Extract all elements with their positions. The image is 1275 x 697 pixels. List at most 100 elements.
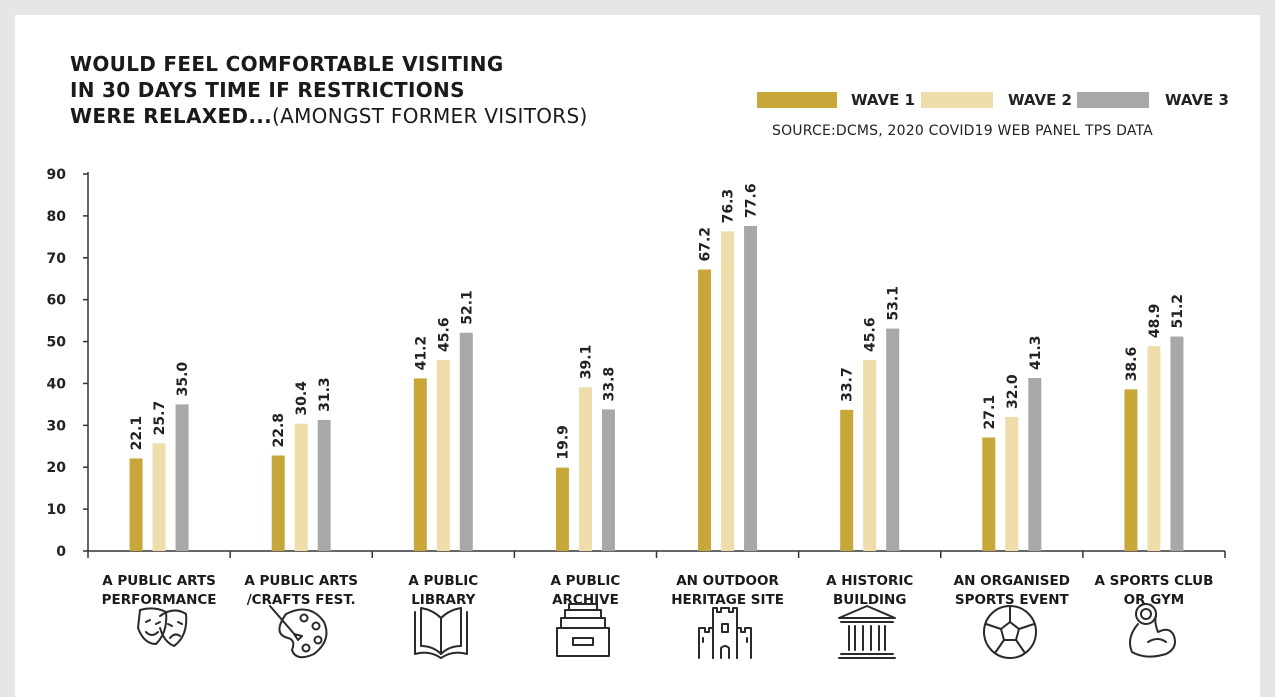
data-label: 22.8 [271, 413, 287, 448]
category-label: A PUBLIC [551, 573, 621, 589]
data-label: 27.1 [982, 395, 998, 430]
paint-palette-icon [269, 605, 328, 659]
data-label: 31.3 [317, 377, 333, 412]
y-tick-label: 0 [56, 544, 66, 560]
bar-wave2 [578, 387, 592, 551]
bar-chart: 0 10 20 30 40 50 60 70 80 90 22.1 25.7 35.0 A PUBLIC… [47, 167, 1226, 659]
title-line-3-light: (AMONGST FORMER VISITORS) [272, 104, 588, 128]
data-label: 45.6 [436, 317, 452, 352]
chart-title: WOULD FEEL COMFORTABLE VISITING IN 30 DA… [70, 51, 588, 129]
legend-label-wave2: WAVE 2 [1008, 91, 1072, 109]
bar-wave1 [1124, 389, 1138, 551]
category-label: LIBRARY [411, 592, 475, 608]
title-line-1: WOULD FEEL COMFORTABLE VISITING [70, 52, 504, 76]
bar-wave1 [129, 458, 143, 551]
bar-wave3 [1028, 377, 1042, 551]
data-label: 48.9 [1147, 304, 1163, 339]
bar-wave2 [436, 359, 450, 551]
bars-layer [129, 225, 1184, 552]
title-line-3: WERE RELAXED...(AMONGST FORMER VISITORS) [70, 103, 588, 129]
data-label: 33.8 [601, 367, 617, 402]
bar-wave3 [459, 332, 473, 551]
y-tick-label: 80 [47, 209, 67, 225]
category-label: AN ORGANISED [954, 573, 1070, 589]
legend-swatch-wave2 [921, 92, 993, 108]
bar-wave2 [721, 231, 735, 552]
castle-icon [698, 607, 752, 659]
data-label: 51.2 [1170, 294, 1186, 329]
bar-wave2 [1005, 416, 1019, 551]
data-label: 53.1 [886, 286, 902, 321]
category-label: A PUBLIC [408, 573, 478, 589]
y-tick-label: 20 [47, 460, 67, 476]
labels-layer: 22.1 25.7 35.0 A PUBLIC ARTS PERFORMANCE 22.8… [102, 183, 1214, 608]
football-icon [983, 605, 1037, 659]
y-tick-label: 90 [47, 167, 67, 183]
y-tick-label: 30 [47, 418, 67, 434]
category-label: OR GYM [1124, 592, 1185, 608]
bar-wave1 [840, 409, 854, 551]
bar-wave1 [413, 378, 427, 551]
legend-label-wave3: WAVE 3 [1165, 91, 1229, 109]
data-label: 22.1 [129, 416, 145, 451]
data-label: 30.4 [294, 381, 310, 416]
theatre-masks-icon [137, 607, 188, 647]
y-tick-label: 70 [47, 251, 67, 267]
data-label: 77.6 [744, 183, 760, 218]
infographic-card: WOULD FEEL COMFORTABLE VISITING IN 30 DA… [15, 15, 1260, 697]
data-label: 41.2 [413, 336, 429, 371]
bar-wave3 [175, 404, 189, 551]
title-line-3-bold: WERE RELAXED... [70, 104, 273, 128]
data-label: 76.3 [721, 189, 737, 224]
bar-wave3 [744, 225, 758, 552]
source-note: SOURCE:DCMS, 2020 COVID19 WEB PANEL TPS … [772, 123, 1153, 139]
data-label: 25.7 [152, 401, 168, 436]
data-label: 33.7 [840, 367, 856, 402]
data-label: 39.1 [578, 345, 594, 380]
bar-wave3 [886, 328, 900, 551]
category-label: A PUBLIC ARTS [102, 573, 216, 589]
category-label: AN OUTDOOR [676, 573, 779, 589]
bar-wave3 [1170, 336, 1184, 551]
bar-wave2 [152, 443, 166, 551]
category-label: A PUBLIC ARTS [244, 573, 358, 589]
bar-wave3 [601, 409, 615, 551]
bar-wave3 [317, 419, 331, 551]
data-label: 67.2 [698, 227, 714, 262]
category-label: HERITAGE SITE [671, 592, 784, 608]
y-tick-label: 40 [47, 376, 67, 392]
bar-wave1 [698, 269, 712, 551]
bar-wave2 [294, 423, 308, 551]
category-label: BUILDING [833, 592, 907, 608]
flexed-arm-icon [1129, 603, 1176, 658]
icons-layer [137, 603, 1176, 659]
file-drawer-icon [556, 603, 610, 657]
legend-swatch-wave3 [1077, 92, 1149, 108]
bar-wave2 [863, 359, 877, 551]
category-label: /CRAFTS FEST. [247, 592, 356, 608]
data-label: 38.6 [1124, 347, 1140, 382]
y-tick-label: 50 [47, 335, 67, 351]
bar-wave2 [1147, 346, 1161, 551]
axis-layer: 0 10 20 30 40 50 60 70 80 90 [47, 167, 1226, 560]
category-label: A SPORTS CLUB [1094, 573, 1213, 589]
bar-wave1 [982, 437, 996, 551]
bar-wave1 [271, 455, 285, 551]
data-label: 32.0 [1005, 374, 1021, 409]
legend-label-wave1: WAVE 1 [851, 91, 915, 109]
open-book-icon [414, 607, 468, 659]
data-label: 52.1 [459, 290, 475, 325]
y-tick-label: 10 [47, 502, 67, 518]
category-label: SPORTS EVENT [955, 592, 1070, 608]
y-tick-label: 60 [47, 293, 67, 309]
category-label: PERFORMANCE [102, 592, 217, 608]
bar-wave1 [555, 467, 569, 551]
data-label: 19.9 [555, 425, 571, 460]
category-label: ARCHIVE [552, 592, 619, 608]
category-label: A HISTORIC [826, 573, 913, 589]
data-label: 41.3 [1028, 335, 1044, 370]
classical-building-icon [838, 605, 896, 659]
data-label: 45.6 [863, 317, 879, 352]
legend-swatch-wave1 [757, 92, 837, 108]
data-label: 35.0 [175, 362, 191, 397]
